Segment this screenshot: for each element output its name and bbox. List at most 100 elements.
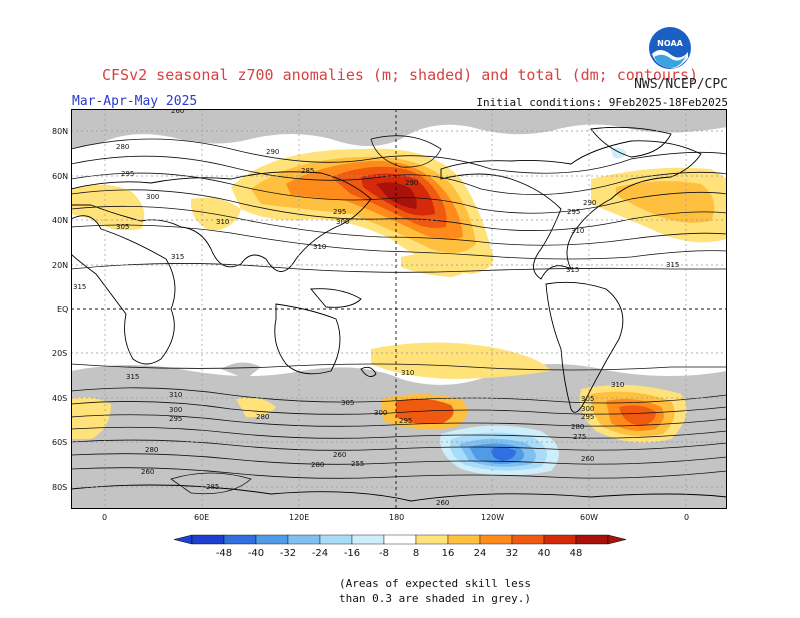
contour-label: 300 [169,406,182,414]
contour-label: 295 [333,208,346,216]
lon-label: 60W [580,513,599,522]
positive-anomaly-shading [71,148,727,277]
contour-label: 295 [121,170,134,178]
colorbar-tick-label: 32 [506,548,519,559]
lat-label: EQ [57,305,69,314]
lon-label: 180 [389,513,405,522]
colorbar-swatch [255,534,289,545]
map-frame [71,109,727,509]
contour-label: 285 [206,483,219,491]
colorbar-swatch [447,534,481,545]
org-label: NWS/NCEP/CPC [634,77,728,92]
lon-label: 120E [289,513,310,522]
lat-label: 60N [52,172,69,181]
footnote-line: than 0.3 are shaded in grey.) [338,592,532,605]
lat-label: 20S [52,349,68,358]
contour-label: 290 [583,199,596,207]
contour-label: 290 [405,179,418,187]
colorbar-tick-label: 48 [570,548,583,559]
noaa-logo: NOAA [649,27,691,69]
colorbar-tick-label: -40 [248,548,264,559]
colorbar-tick-label: -24 [312,548,328,559]
contour-label: 315 [73,283,86,291]
colorbar-tick-label: -16 [344,548,360,559]
contour-label: 310 [611,381,624,389]
colorbar-tick-label: -48 [216,548,232,559]
contour-label: 255 [351,460,364,468]
lon-label: 0 [684,513,690,522]
contour-label: 295 [581,413,594,421]
contour-labels: 260 280 295 300 305 310 315 315 290 285 … [73,109,679,507]
lon-label: 120W [481,513,505,522]
colorbar-swatch [415,534,449,545]
contour-label: 300 [146,193,159,201]
colorbar-swatch [287,534,321,545]
contour-label: 295 [567,208,580,216]
contour-label: 300 [336,218,349,226]
contour-label: 310 [401,369,414,377]
contour-label: 260 [171,109,184,115]
colorbar-tick-label: 16 [442,548,455,559]
colorbar-tick-label: 40 [538,548,551,559]
lon-label: 0 [102,513,108,522]
colorbar-swatch [575,534,609,545]
contour-label: 260 [333,451,346,459]
lat-label: 40N [52,216,69,225]
anomaly-map: 260 280 295 300 305 310 315 315 290 285 … [71,109,727,509]
colorbar-swatch [319,534,353,545]
footnote-line: (Areas of expected skill less [338,577,532,590]
contour-label: 260 [581,455,594,463]
skill-footnote: (Areas of expected skill less than 0.3 a… [0,576,800,606]
colorbar-swatch [543,534,577,545]
contour-label: 300 [581,405,594,413]
contour-label: 290 [266,148,279,156]
lon-label: 60E [194,513,210,522]
lat-label: 40S [52,394,68,403]
colorbar-tick-label: -32 [280,548,296,559]
contour-label: 315 [171,253,184,261]
contour-label: 260 [436,499,449,507]
contour-label: 310 [313,243,326,251]
contour-label: 315 [126,373,139,381]
contour-label: 305 [341,399,354,407]
contour-label: 305 [581,395,594,403]
contour-label: 310 [216,218,229,226]
contour-label: 300 [374,409,387,417]
contour-label: 280 [311,461,324,469]
colorbar-swatch [351,534,385,545]
contour-label: 280 [571,423,584,431]
lat-label: 80N [52,127,69,136]
contour-label: 305 [116,223,129,231]
reference-lines [71,109,727,509]
contour-label: 315 [566,266,579,274]
contour-label: 295 [399,417,412,425]
colorbar: -48 -40 -32 -24 -16 -8 8 16 24 32 40 48 [173,534,627,559]
contour-label: 285 [301,167,314,175]
season-label: Mar-Apr-May 2025 [72,94,198,109]
colorbar-swatch [191,534,225,545]
contour-label: 280 [256,413,269,421]
map-title: CFSv2 seasonal z700 anomalies (m; shaded… [101,66,699,84]
lat-label: 60S [52,438,68,447]
contour-label: 310 [571,227,584,235]
colorbar-arrow-left [173,534,193,545]
colorbar-swatch [511,534,545,545]
contour-label: 275 [573,433,586,441]
contour-label: 295 [169,415,182,423]
colorbar-arrow-right [607,534,627,545]
colorbar-tick-label: 8 [413,548,419,559]
contour-label: 280 [116,143,129,151]
colorbar-tick-label: 24 [474,548,487,559]
lat-label: 80S [52,483,68,492]
colorbar-swatch [479,534,513,545]
lat-label: 20N [52,261,69,270]
colorbar-swatch [383,534,417,545]
contour-label: 260 [141,468,154,476]
logo-text: NOAA [657,39,683,48]
contour-label: 280 [145,446,158,454]
contour-label: 315 [666,261,679,269]
contour-label: 310 [169,391,182,399]
colorbar-tick-label: -8 [379,548,389,559]
initial-conditions-label: Initial conditions: 9Feb2025-18Feb2025 [476,96,728,109]
colorbar-swatch [223,534,257,545]
